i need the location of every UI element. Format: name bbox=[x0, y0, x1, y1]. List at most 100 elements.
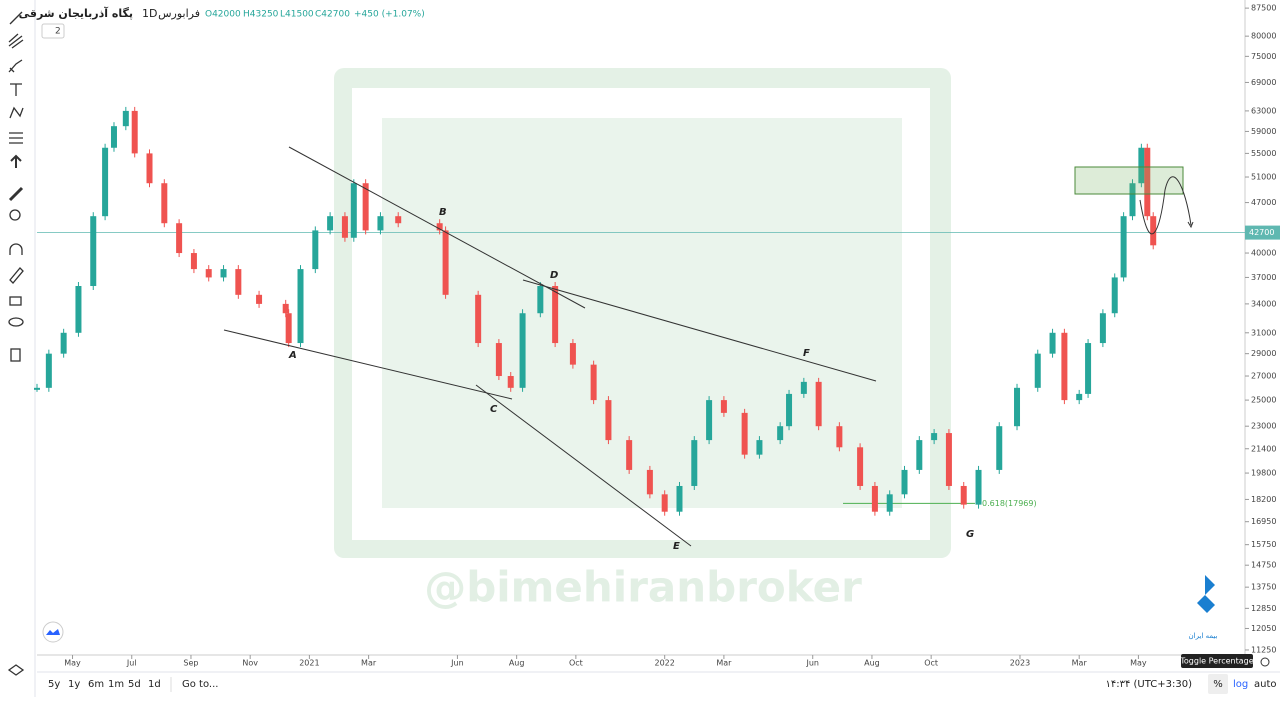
candle bbox=[282, 303, 289, 314]
candle bbox=[1111, 277, 1118, 314]
tool-text[interactable] bbox=[10, 83, 22, 96]
x-tick-label: Oct bbox=[924, 659, 938, 668]
candle bbox=[312, 230, 319, 270]
candle bbox=[706, 400, 713, 441]
range-button[interactable]: 1y bbox=[68, 679, 80, 690]
candle bbox=[931, 433, 938, 441]
indicator-toggle[interactable] bbox=[41, 23, 65, 39]
candle bbox=[1049, 332, 1056, 354]
candle bbox=[886, 494, 893, 512]
candle bbox=[362, 183, 369, 231]
y-tick-label: 21400 bbox=[1251, 444, 1276, 453]
settings-button[interactable] bbox=[1260, 657, 1270, 667]
tool-brush[interactable] bbox=[8, 59, 23, 73]
candle bbox=[741, 412, 748, 455]
candle bbox=[777, 426, 784, 441]
y-tick-label: 34000 bbox=[1251, 299, 1276, 308]
candle bbox=[350, 183, 357, 238]
exchange: فرابورس bbox=[158, 7, 200, 20]
range-button[interactable]: 1m bbox=[108, 679, 124, 690]
tool-lock[interactable] bbox=[9, 296, 22, 306]
candle bbox=[626, 440, 633, 470]
tool-line[interactable] bbox=[9, 11, 23, 25]
candle bbox=[1144, 147, 1151, 217]
percent-button-bg[interactable] bbox=[1208, 674, 1228, 694]
candle bbox=[537, 286, 544, 314]
tool-zoom[interactable] bbox=[9, 209, 21, 221]
candle bbox=[1099, 313, 1106, 344]
tv-logo[interactable] bbox=[42, 621, 64, 643]
candle bbox=[800, 381, 807, 394]
x-tick-label: Nov bbox=[242, 659, 258, 668]
auto-button[interactable]: auto bbox=[1254, 679, 1277, 690]
candle bbox=[220, 269, 227, 278]
ohlc-open: O42000 bbox=[205, 10, 241, 20]
projection-arrow bbox=[1187, 221, 1194, 229]
candle bbox=[235, 269, 242, 295]
x-tick-label: 2023 bbox=[1010, 659, 1030, 668]
trend-line bbox=[223, 329, 513, 400]
y-tick-label: 69000 bbox=[1251, 78, 1276, 87]
candle bbox=[975, 469, 982, 505]
x-tick-label: Mar bbox=[716, 659, 732, 668]
y-tick-label: 18200 bbox=[1251, 495, 1276, 504]
candle bbox=[205, 269, 212, 278]
candle bbox=[90, 216, 97, 287]
wave-label: F bbox=[803, 348, 810, 359]
range-button[interactable]: 5d bbox=[128, 679, 141, 690]
tv-logo-mark bbox=[46, 629, 60, 635]
goto-button[interactable]: Go to... bbox=[182, 679, 218, 690]
tool-layers[interactable] bbox=[7, 664, 25, 676]
candle bbox=[395, 216, 402, 224]
y-tick-label: 47000 bbox=[1251, 198, 1276, 207]
tool-trash[interactable] bbox=[10, 348, 21, 362]
tool-arrow[interactable] bbox=[10, 154, 22, 168]
range-button[interactable]: 6m bbox=[88, 679, 104, 690]
candle bbox=[871, 485, 878, 512]
candle bbox=[161, 183, 168, 224]
candle bbox=[569, 343, 576, 365]
range-button[interactable]: 5y bbox=[48, 679, 60, 690]
tool-ruler[interactable] bbox=[8, 186, 24, 202]
trend-lines bbox=[223, 146, 877, 547]
candle bbox=[285, 313, 292, 344]
candle bbox=[436, 223, 443, 231]
candle bbox=[176, 223, 183, 254]
x-tick-label: 2022 bbox=[655, 659, 675, 668]
toolbar bbox=[7, 11, 25, 676]
trend-line bbox=[288, 146, 586, 309]
candle bbox=[1150, 216, 1157, 246]
range-button[interactable]: 1d bbox=[148, 679, 161, 690]
percent-button[interactable]: % bbox=[1213, 679, 1223, 690]
watermark: @bimehiranbroker bbox=[424, 563, 862, 612]
indicator-count[interactable]: 2 bbox=[55, 27, 61, 37]
x-tick-label: Jun bbox=[450, 659, 464, 668]
tool-lock-draw[interactable] bbox=[9, 267, 24, 284]
x-tick-label: May bbox=[64, 659, 81, 668]
clock[interactable]: ۱۴:۳۴ (UTC+3:30) bbox=[1106, 679, 1193, 690]
ohlc-high: H43250 bbox=[243, 10, 279, 20]
tool-measure-group[interactable] bbox=[9, 132, 23, 144]
tooltip bbox=[1181, 654, 1253, 668]
candle bbox=[1129, 183, 1136, 217]
log-button[interactable]: log bbox=[1233, 679, 1248, 690]
last-price-tag bbox=[1245, 225, 1280, 240]
y-tick-label: 19800 bbox=[1251, 469, 1276, 478]
ohlc-close: C42700 bbox=[315, 10, 350, 20]
tool-magnet[interactable] bbox=[9, 243, 23, 255]
candle bbox=[1014, 387, 1021, 427]
candle bbox=[756, 440, 763, 455]
tool-eye[interactable] bbox=[8, 317, 24, 327]
y-tick-label: 51000 bbox=[1251, 173, 1276, 182]
x-tick-label: Sep bbox=[183, 659, 198, 668]
tool-fib[interactable] bbox=[8, 33, 24, 49]
target-zone bbox=[1074, 166, 1184, 195]
y-tick-label: 16950 bbox=[1251, 517, 1276, 526]
candle bbox=[590, 364, 597, 401]
y-tick-label: 87500 bbox=[1251, 4, 1276, 13]
candle bbox=[786, 393, 793, 427]
tool-pattern[interactable] bbox=[9, 106, 24, 119]
y-tick-label: 11250 bbox=[1251, 645, 1276, 654]
wave-label: B bbox=[439, 207, 447, 218]
x-tick-label: 2021 bbox=[299, 659, 319, 668]
